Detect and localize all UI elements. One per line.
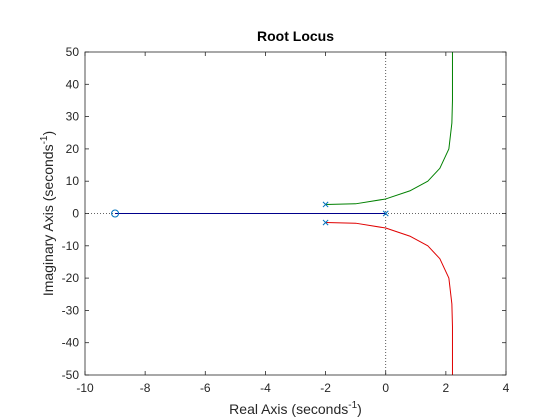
locus-branch-upper [325, 52, 453, 205]
pole-zero-markers [111, 201, 389, 226]
x-tick-label: 2 [443, 381, 450, 395]
zero-marker [111, 209, 120, 218]
locus-branch-lower [325, 222, 453, 375]
chart-title: Root Locus [257, 28, 334, 44]
y-tick-label: -20 [62, 271, 80, 285]
x-tick-label: -2 [320, 381, 331, 395]
pole-marker [382, 210, 389, 217]
pole-marker [322, 219, 329, 226]
y-tick-label: 50 [66, 45, 80, 59]
y-tick-label: 40 [66, 77, 80, 91]
y-tick-label: 20 [66, 142, 80, 156]
y-tick-label: 30 [66, 110, 80, 124]
pole-marker [322, 201, 329, 208]
locus-branches [115, 52, 453, 375]
x-tick-label: -10 [76, 381, 94, 395]
y-tick-label: -10 [62, 239, 80, 253]
y-axis-label: Imaginary Axis (seconds-1) [39, 131, 56, 296]
x-tick-label: 4 [503, 381, 510, 395]
y-tick-label: 10 [66, 174, 80, 188]
x-tick-label: -4 [260, 381, 271, 395]
y-tick-label: -50 [62, 368, 80, 382]
x-tick-label: 0 [382, 381, 389, 395]
y-tick-label: -30 [62, 303, 80, 317]
x-axis-label: Real Axis (seconds-1) [229, 400, 362, 417]
y-tick-label: 0 [72, 207, 79, 221]
x-tick-label: -6 [200, 381, 211, 395]
y-tick-label: -40 [62, 336, 80, 350]
x-tick-label: -8 [140, 381, 151, 395]
